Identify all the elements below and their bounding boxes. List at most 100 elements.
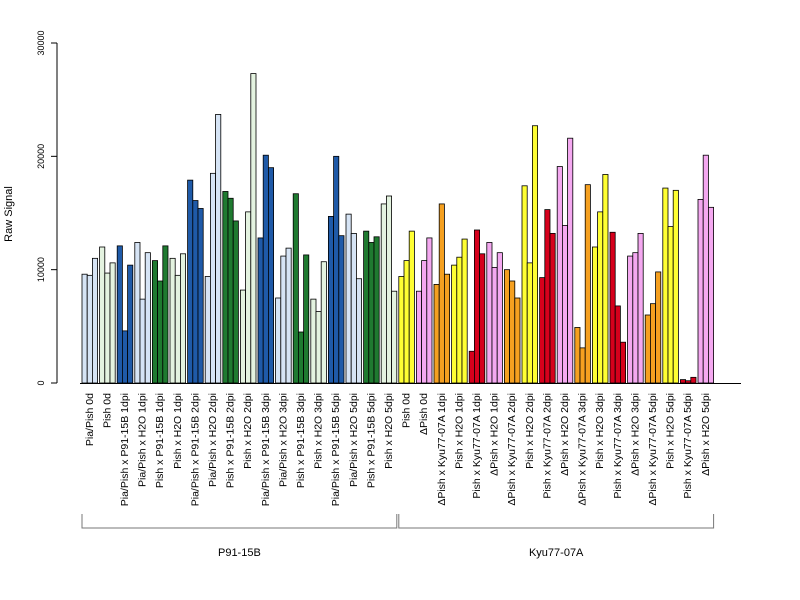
bar — [408, 230, 415, 384]
bar — [562, 225, 569, 384]
bar — [391, 290, 398, 384]
bar — [479, 253, 486, 384]
bar — [380, 203, 387, 384]
bar — [109, 262, 116, 384]
bar — [139, 298, 146, 384]
bar — [556, 166, 563, 384]
x-tick-label: ΔPish x Kyu77-07A 5dpi — [647, 393, 659, 506]
bar — [192, 200, 199, 384]
x-tick-label: Pish x H2O 2dpi — [242, 393, 254, 469]
bar — [602, 174, 609, 384]
bar — [280, 255, 287, 384]
bar — [443, 273, 450, 384]
bar — [708, 206, 715, 384]
bars — [81, 73, 715, 384]
bar — [92, 257, 99, 384]
bar — [174, 274, 181, 384]
bar — [204, 276, 211, 384]
bar — [209, 172, 216, 384]
bar — [127, 264, 134, 384]
bar — [310, 298, 317, 384]
bar — [549, 232, 556, 384]
x-tick-label: ΔPish x Kyu77-07A 1dpi — [436, 393, 448, 506]
x-tick-label: Pish x Kyu77-07A 3dpi — [612, 393, 624, 499]
y-tick-label: 30000 — [36, 30, 46, 55]
bar — [144, 252, 151, 384]
group-bracket — [81, 514, 398, 529]
bar — [496, 252, 503, 384]
x-tick-label: Pish x H2O 1dpi — [453, 393, 465, 469]
bar — [655, 271, 662, 384]
bar — [697, 198, 704, 384]
group-bracket — [398, 514, 715, 529]
bar — [426, 237, 433, 384]
bar — [257, 237, 264, 384]
bar — [421, 260, 428, 384]
bar — [99, 246, 106, 384]
bar — [297, 331, 304, 384]
x-tick-label: Pish x P91-15B 3dpi — [295, 393, 307, 488]
x-tick-label: Pish x H2O 2dpi — [524, 393, 536, 469]
bar — [451, 264, 458, 384]
x-tick-label: Pish 0d — [101, 393, 113, 428]
bar — [614, 305, 621, 384]
x-tick-label: Pia/Pish x H2O 5dpi — [348, 393, 360, 487]
bar — [473, 229, 480, 384]
bar — [197, 208, 204, 384]
bar — [215, 114, 222, 384]
bar — [267, 167, 274, 384]
x-tick-label: Pia/Pish x H2O 1dpi — [137, 393, 149, 487]
x-tick-label: Pia/Pish x H2O 3dpi — [277, 393, 289, 487]
bar — [116, 245, 123, 384]
bar — [338, 235, 345, 384]
group-label: Kyu77-07A — [529, 547, 584, 559]
bar — [690, 376, 697, 384]
bar — [385, 195, 392, 384]
bar — [355, 278, 362, 384]
bar — [685, 380, 692, 384]
bar — [637, 232, 644, 384]
x-tick-label: Pia/Pish x P91-15B 3dpi — [260, 393, 272, 506]
bar — [327, 215, 334, 384]
bar — [179, 253, 186, 384]
bar — [609, 231, 616, 384]
bar — [345, 213, 352, 384]
bar — [672, 189, 679, 384]
bar — [157, 280, 164, 384]
bar — [702, 154, 709, 384]
x-tick-label: Pish x Kyu77-07A 2dpi — [541, 393, 553, 499]
bar — [567, 137, 574, 384]
y-axis: 0 10000 20000 30000 — [36, 30, 58, 386]
x-axis: Pia/Pish 0d Pish 0d Pia/Pish x P91-15B 1dp… — [80, 383, 741, 506]
x-tick-label: Pish x Kyu77-07A 5dpi — [682, 393, 694, 499]
bar — [398, 276, 405, 384]
bar — [292, 193, 299, 384]
bar — [187, 179, 194, 384]
x-tick-label: ΔPish x Kyu77-07A 2dpi — [506, 393, 518, 506]
x-tick-label: Pish 0d — [401, 393, 413, 428]
x-tick-label: ΔPish x Kyu77-07A 3dpi — [577, 393, 589, 506]
group-brackets: P91-15B Kyu77-07A — [81, 514, 715, 559]
group-label: P91-15B — [218, 547, 261, 559]
bar — [250, 73, 257, 384]
y-axis-label: Raw Signal — [3, 186, 15, 242]
bar — [227, 197, 234, 384]
bar — [373, 236, 380, 384]
x-tick-label: Pish x P91-15B 2dpi — [225, 393, 237, 488]
bar — [632, 252, 639, 384]
bar — [262, 154, 269, 384]
x-tick-label: Pish x H2O 5dpi — [383, 393, 395, 469]
bar — [509, 280, 516, 384]
x-tick-label: Pish x P91-15B 5dpi — [365, 393, 377, 488]
bar — [620, 341, 627, 384]
y-tick-label: 10000 — [36, 257, 46, 282]
bar — [584, 184, 591, 384]
x-tick-label: Pish x P91-15B 1dpi — [154, 393, 166, 488]
bar — [134, 242, 141, 384]
x-tick-label: ΔPish x H2O 3dpi — [629, 393, 641, 476]
bar — [438, 203, 445, 384]
bar — [86, 274, 93, 384]
bar — [503, 269, 510, 384]
bar — [662, 187, 669, 384]
